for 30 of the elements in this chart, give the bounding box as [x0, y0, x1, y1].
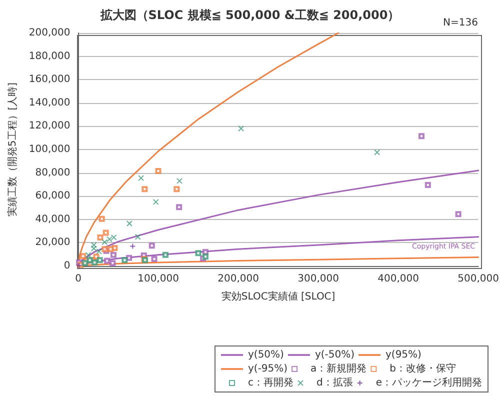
x-tick-label: 100,000 [138, 274, 179, 284]
x-tick-label: 0 [75, 274, 82, 284]
chart-title: 拡大図（SLOC 規模≦ 500,000 &工数≦ 200,000） [99, 8, 400, 22]
legend-label: y(-95%) [248, 364, 288, 374]
legend-label: y(50%) [248, 350, 284, 360]
y-tick-label: 160,000 [28, 74, 70, 86]
y-tick-label: 100,000 [28, 144, 70, 155]
x-tick-label: 500,000 [458, 274, 500, 284]
x-axis-title: 実効SLOC実績値 [SLOC] [221, 290, 336, 302]
y-tick-label: 180,000 [28, 50, 70, 62]
legend-label: c：再開発 [248, 378, 294, 388]
legend-label: y(95%) [386, 350, 422, 360]
x-tick-label: 400,000 [378, 274, 419, 284]
y-tick-label: 120,000 [28, 120, 70, 132]
legend-label: b：改修・保守 [390, 362, 456, 374]
y-tick-label: 140,000 [28, 97, 70, 108]
y-axis-title: 実績工数（開発5工程）[人時] [6, 82, 18, 217]
y-tick-label: 0 [64, 260, 70, 272]
text: N=136 [443, 18, 478, 28]
y-tick-label: 20,000 [35, 237, 70, 248]
x-tick-label: 200,000 [218, 274, 259, 284]
legend-label: y(-50%) [314, 350, 355, 360]
legend-label: d：拡張 [316, 376, 353, 388]
y-tick-label: 200,000 [28, 28, 70, 38]
x-tick-label: 300,000 [298, 274, 339, 284]
legend-label: a：新規開発 [310, 362, 367, 374]
y-tick-label: 60,000 [35, 190, 70, 202]
y-tick-label: 40,000 [35, 214, 70, 225]
legend-label: e：パッケージ利用開発 [376, 376, 482, 388]
y-tick-label: 80,000 [35, 167, 70, 178]
